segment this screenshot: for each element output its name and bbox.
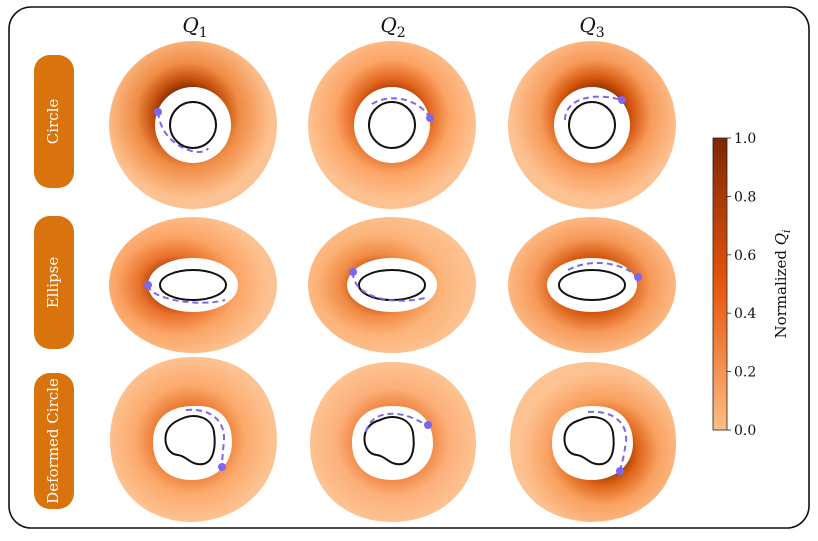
colorbar-label: Normalized Qi (772, 229, 793, 338)
panel-circle-q3 (508, 41, 676, 209)
svg-text:Ellipse: Ellipse (44, 257, 62, 309)
column-title-q1: Q1 (182, 13, 207, 41)
colorbar-tick-label: 1.0 (734, 131, 756, 147)
row-label-ellipse: Ellipse (34, 216, 74, 349)
panel-deformed-q2 (310, 362, 476, 522)
colorbar-tick-label: 0.8 (734, 189, 756, 205)
row-label-circle: Circle (34, 55, 74, 188)
svg-text:Deformed Circle: Deformed Circle (44, 378, 62, 504)
row-label-deformed-circle: Deformed Circle (34, 373, 74, 509)
figure-frame (8, 6, 810, 529)
panel-ellipse-q1 (109, 217, 277, 353)
colorbar-tick-label: 0.2 (734, 365, 756, 381)
panel-ellipse-q3 (508, 217, 676, 353)
colorbar-tick-label: 0.4 (734, 306, 756, 322)
column-title-q2: Q2 (380, 13, 405, 41)
panel-circle-q1 (109, 41, 277, 209)
svg-text:Circle: Circle (44, 99, 62, 145)
panel-circle-q2 (308, 41, 476, 209)
panel-deformed-q1 (110, 356, 277, 522)
column-title-q3: Q3 (579, 13, 604, 41)
panel-ellipse-q2 (308, 217, 476, 353)
colorbar-tick-label: 0.0 (734, 423, 756, 439)
colorbar-tick-label: 0.6 (734, 248, 756, 264)
colorbar: 0.0 0.2 0.4 0.6 0.8 1.0 Normalized Qi (712, 131, 793, 439)
colorbar-ticks: 0.0 0.2 0.4 0.6 0.8 1.0 (727, 131, 756, 439)
panel-deformed-q3 (510, 362, 677, 522)
colorbar-scale (712, 137, 728, 431)
